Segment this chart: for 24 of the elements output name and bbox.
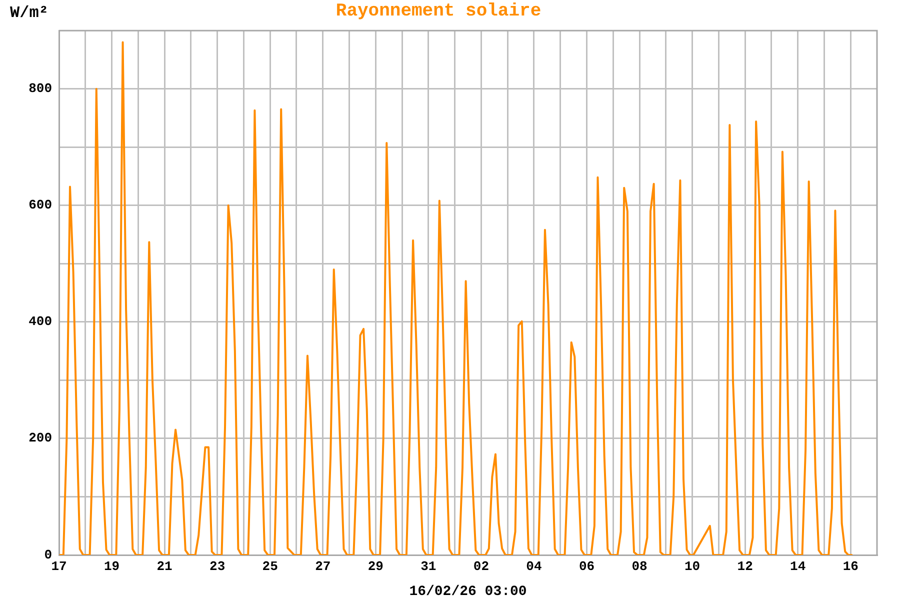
x-tick-label: 29 xyxy=(368,559,384,574)
x-axis-title: 16/02/26 03:00 xyxy=(409,584,527,600)
y-tick-label: 400 xyxy=(28,314,52,330)
y-tick-label: 200 xyxy=(28,430,52,446)
x-tick-label: 10 xyxy=(684,559,700,574)
y-axis-title: W/m² xyxy=(10,4,48,22)
x-tick-label: 02 xyxy=(473,559,490,574)
x-tick-label: 27 xyxy=(315,559,331,574)
x-tick-label: 12 xyxy=(737,559,754,574)
x-tick-label: 31 xyxy=(420,559,436,574)
y-tick-label: 800 xyxy=(28,81,52,96)
x-tick-label: 23 xyxy=(210,559,226,574)
x-tick-label: 19 xyxy=(104,559,120,574)
y-tick-label: 600 xyxy=(28,198,52,213)
x-tick-label: 16 xyxy=(842,559,859,574)
x-tick-label: 04 xyxy=(526,559,542,574)
x-tick-label: 08 xyxy=(632,559,648,574)
chart-title: Rayonnement solaire xyxy=(336,1,542,22)
x-tick-label: 17 xyxy=(51,559,67,574)
x-tick-label: 21 xyxy=(156,559,173,574)
x-tick-label: 25 xyxy=(262,559,278,574)
x-tick-label: 06 xyxy=(578,559,595,574)
x-tick-label: 14 xyxy=(790,559,806,574)
y-tick-label: 0 xyxy=(44,547,52,562)
